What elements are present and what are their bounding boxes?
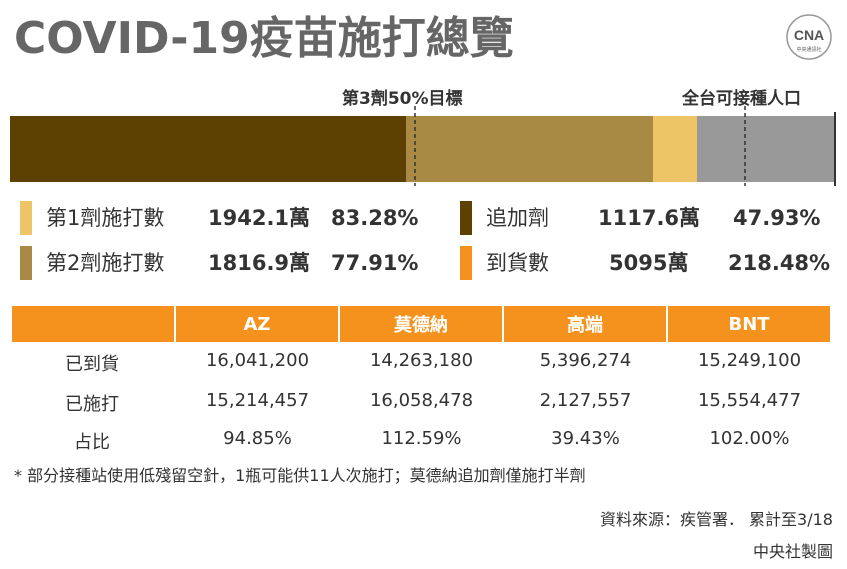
table-cell: 14,263,180 bbox=[369, 350, 474, 371]
legend-label-delivered: 到貨數 bbox=[486, 251, 549, 275]
table-cell: 15,249,100 bbox=[697, 350, 802, 371]
page-title: COVID-19疫苗施打總覽 bbox=[14, 13, 514, 64]
table-cell: 15,214,457 bbox=[205, 390, 310, 411]
target-marker-label: 第3劑50%目標 bbox=[342, 89, 463, 109]
legend-label-dose2: 第2劑施打數 bbox=[46, 251, 165, 275]
legend-swatch-dose2 bbox=[20, 246, 32, 280]
source-line: 資料來源：疾管署． 累計至3/18 bbox=[599, 510, 833, 529]
population-marker-label: 全台可接種人口 bbox=[682, 89, 801, 109]
logo-subtext: 中央通訊社 bbox=[796, 46, 821, 53]
legend-percent-delivered: 218.48% bbox=[728, 251, 831, 275]
table-cell: 102.00% bbox=[709, 428, 790, 449]
table-cell: 112.59% bbox=[381, 428, 462, 449]
legend-value-dose1: 1942.1萬 bbox=[208, 206, 311, 230]
row-label-administered: 已施打 bbox=[65, 394, 119, 415]
row-label-delivered: 已到貨 bbox=[65, 354, 119, 375]
footnote: * 部分接種站使用低殘留空針，1瓶可能供11人次施打；莫德納追加劑僅施打半劑 bbox=[14, 466, 586, 485]
legend-swatch-delivered bbox=[460, 246, 472, 280]
legend-percent-booster: 47.93% bbox=[733, 206, 821, 230]
table-cell: 5,396,274 bbox=[539, 350, 632, 371]
table-cell: 2,127,557 bbox=[539, 390, 632, 411]
legend-swatch-dose1 bbox=[20, 201, 32, 235]
table-header-blank bbox=[12, 306, 174, 342]
table-header-bnt: BNT bbox=[668, 306, 830, 342]
table-header-medigen: 高端 bbox=[504, 306, 666, 342]
table-cell: 16,041,200 bbox=[205, 350, 310, 371]
row-label-ratio: 占比 bbox=[74, 432, 110, 453]
progress-bar-chart bbox=[10, 106, 836, 186]
legend-percent-dose1: 83.28% bbox=[331, 206, 419, 230]
legend-swatch-booster bbox=[460, 201, 472, 235]
table-cell: 16,058,478 bbox=[369, 390, 474, 411]
credit-line: 中央社製圖 bbox=[752, 542, 833, 561]
legend-percent-dose2: 77.91% bbox=[331, 251, 419, 275]
logo-brand: CNA bbox=[794, 27, 824, 43]
legend-label-dose1: 第1劑施打數 bbox=[46, 206, 165, 230]
legend-label-booster: 追加劑 bbox=[486, 206, 549, 230]
table-cell: 15,554,477 bbox=[697, 390, 802, 411]
table-cell: 94.85% bbox=[223, 428, 292, 449]
legend-value-booster: 1117.6萬 bbox=[598, 206, 701, 230]
table-header-moderna: 莫德納 bbox=[340, 306, 502, 342]
cna-logo: CNA 中央通訊社 bbox=[786, 14, 832, 60]
legend-value-dose2: 1816.9萬 bbox=[208, 251, 311, 275]
table-cell: 39.43% bbox=[551, 428, 620, 449]
legend-value-delivered: 5095萬 bbox=[609, 251, 689, 275]
table-header-az: AZ bbox=[176, 306, 338, 342]
bar-booster bbox=[10, 116, 406, 182]
